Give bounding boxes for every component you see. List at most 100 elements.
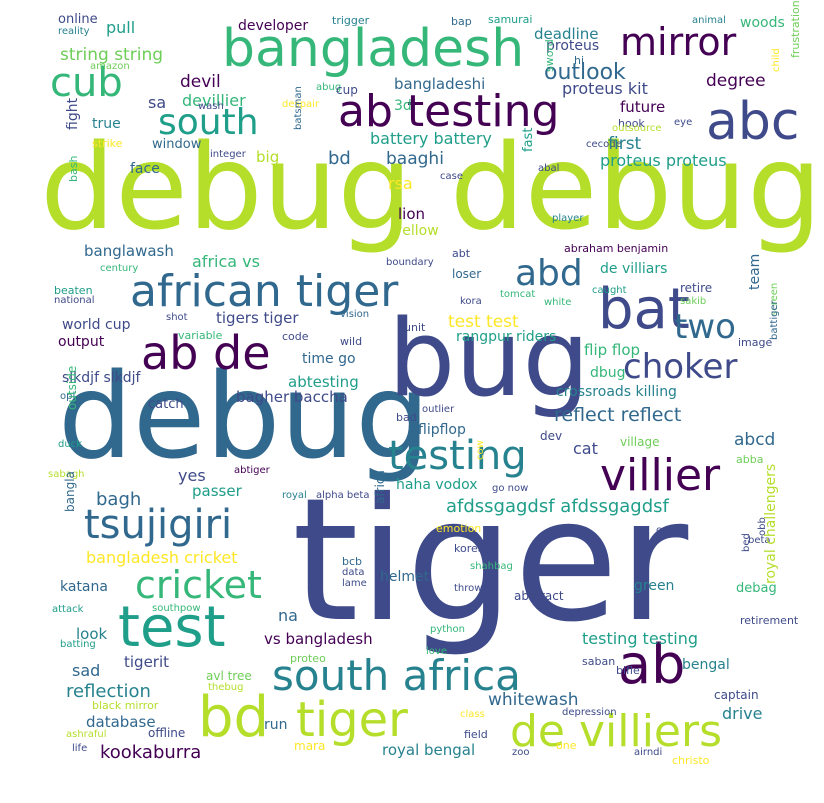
word-airndi: airndi [634,747,663,758]
word-integer: integer [210,149,246,160]
word-kookaburra: kookaburra [100,742,202,763]
word-cat: cat [573,439,598,458]
word-fight: fight [65,97,81,130]
word-bat: bat [598,277,690,342]
word-cub: cub [50,60,123,106]
word-woods: woods [740,15,785,31]
word-hi: hi [574,54,585,67]
word-whitewash: whitewash [488,690,579,710]
word-saban: saban [582,655,616,668]
word-life: life [72,743,88,754]
word-ab: ab [618,633,686,696]
word-wild: wild [340,335,363,348]
word-bad: bad [396,411,417,424]
word-opl: opl [60,391,76,402]
word-first: first [608,134,642,154]
word-reality: reality [58,26,90,37]
word-shot: shot [166,312,188,323]
word-outlook: outlook [544,60,626,85]
word-battiger: battiger [769,300,780,340]
word-flipflop: flipflop [418,422,466,438]
word-bifle: bifle [616,664,640,677]
word-cricket: cricket [135,563,262,607]
word-deadline: deadline [534,25,599,43]
word-african-tiger: african tiger [130,266,399,317]
word-field: field [464,728,488,741]
word-abt: abt [452,247,471,260]
word-time-go: time go [302,351,356,367]
word-zoo: zoo [512,747,530,758]
word-tsujigiri: tsujigiri [84,502,233,548]
word-rsa: rsa [388,174,413,193]
word-two: two [674,307,736,347]
word-throw: throw [454,583,483,594]
word-abug: abug [316,82,342,93]
word-afdssgagdsf-afdssgagdsf: afdssgagdsf afdssgagdsf [446,496,669,517]
word-reflection: reflection [66,681,151,702]
word-tiger: tiger [292,462,689,660]
word-hook: hook [618,117,645,130]
word-class: class [460,709,485,720]
word-samurai: samurai [488,13,533,26]
word-bd: bd [198,685,270,750]
word-outside: outside [65,365,79,410]
word-obb: obb [757,517,768,536]
word-catch: catch [148,397,184,412]
word-bcb: bcb [342,555,363,568]
word-face: face [130,161,160,177]
word-abstract: abstract [514,589,564,603]
word-haha-vodox: haha vodox [396,477,478,493]
word-animal: animal [692,15,726,26]
word-python: python [430,624,465,635]
word-tigerit: tigerit [124,653,170,671]
word-bengal: bengal [682,657,730,673]
word-korea: korea [454,542,485,555]
word-battery-battery: battery battery [370,129,492,148]
word-lion: lion [398,205,426,223]
word-trigger: trigger [332,14,370,27]
word-bd: bd [328,148,351,169]
word-sa: sa [148,93,167,112]
word-villier: villier [600,450,721,501]
word-bed: bed [741,533,752,552]
word-ab-de: ab de [141,326,271,380]
word-emotion: emotion [436,522,482,535]
word-dbug: dbug [590,365,626,381]
word-bangla: bangla [63,471,77,512]
word-kora: kora [460,296,482,307]
word-royal-bengal: royal bengal [382,741,476,759]
word-sword: sword [543,39,556,72]
word-batting: batting [60,639,96,650]
word-drive: drive [722,704,763,723]
word-amazon: amazon [90,61,130,72]
word-retirement: retirement [740,614,799,627]
word-batsman: batsman [293,86,304,130]
word-abc: abc [706,92,800,152]
word-helmet: helmet [380,569,430,585]
word-black-mirror: black mirror [92,699,159,712]
word-vs-bangladesh: vs bangladesh [264,630,373,648]
word-bangladesh-cricket: bangladesh cricket [86,548,238,567]
word-baaghi: baaghi [386,149,444,169]
word-devillier: devillier [182,91,246,110]
word-sabagh: sabagh [48,469,85,480]
word-abtiger: abtiger [234,465,270,476]
word-bagh: bagh [96,489,142,510]
word-boundary: boundary [386,257,434,268]
word-code: code [282,330,309,343]
word-bangladesh: bangladesh [222,19,525,79]
word-debug-debug: debug debug [40,118,822,256]
word-africa-vs: africa vs [192,252,260,271]
word-na: na [278,606,298,625]
word-abcd: abcd [734,430,776,450]
word-test-test: test test [448,312,519,332]
word-loser: loser [452,267,482,281]
word-testing: testing [388,433,527,479]
word-outlier: outlier [422,404,455,415]
word-mara: mara [294,739,326,753]
word-dev: dev [540,429,563,443]
word-abraham-benjamin: abraham benjamin [564,242,669,255]
word-village: village [620,435,660,449]
word-passer: passer [192,482,242,500]
word-shahbag: shahbag [470,561,513,572]
